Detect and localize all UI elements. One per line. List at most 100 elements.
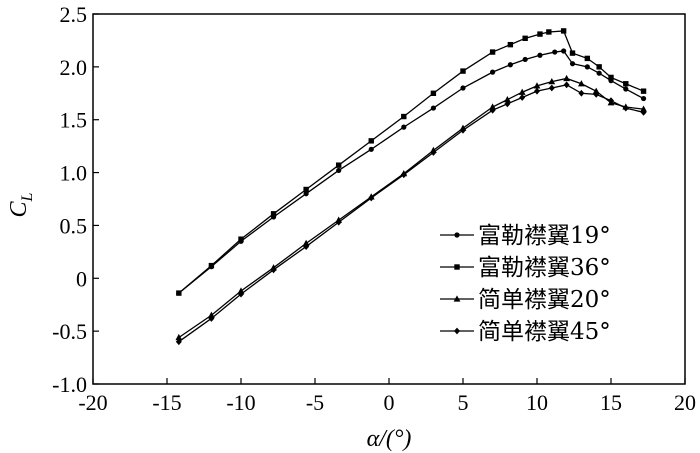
data-point bbox=[561, 48, 567, 54]
data-point bbox=[460, 68, 466, 74]
data-point bbox=[238, 236, 244, 242]
series-layer bbox=[175, 28, 647, 346]
data-point bbox=[596, 64, 602, 70]
data-point bbox=[335, 162, 342, 168]
y-tick-label: 2.5 bbox=[60, 2, 88, 27]
data-point bbox=[563, 81, 570, 89]
data-point bbox=[608, 97, 614, 105]
x-tick-label: 0 bbox=[384, 390, 395, 415]
legend-marker bbox=[454, 327, 460, 335]
x-tick-label: -20 bbox=[78, 390, 107, 415]
svg-text:CL: CL bbox=[6, 192, 36, 217]
data-point bbox=[640, 105, 647, 112]
legend-marker bbox=[454, 232, 460, 238]
y-tick-label: -0.5 bbox=[52, 319, 87, 344]
data-point bbox=[368, 146, 374, 152]
data-point bbox=[578, 89, 585, 97]
data-point bbox=[303, 186, 309, 193]
data-point bbox=[401, 124, 407, 130]
data-point bbox=[622, 104, 629, 112]
y-tick-label: 0 bbox=[76, 266, 87, 291]
axis-tick-labels: -20 -15 -10 -5 0 5 10 15 20 -1.0 -0.5 0 0.5 1.0 1.5 2.0… bbox=[52, 2, 696, 415]
data-point bbox=[490, 69, 496, 75]
series-line bbox=[178, 30, 644, 294]
data-point bbox=[593, 90, 600, 98]
x-tick-label: -10 bbox=[226, 390, 255, 415]
legend-label: 简单襟翼20° bbox=[478, 287, 611, 313]
data-point bbox=[569, 50, 576, 56]
data-point bbox=[519, 94, 526, 101]
data-point bbox=[640, 95, 647, 102]
data-point bbox=[400, 171, 407, 179]
data-point bbox=[548, 78, 556, 85]
data-point bbox=[368, 194, 375, 202]
y-axis-label-main: C bbox=[6, 200, 32, 217]
data-point bbox=[534, 87, 540, 95]
legend-item: 简单襟翼20° bbox=[440, 287, 611, 313]
data-point bbox=[489, 103, 496, 110]
data-point bbox=[584, 64, 590, 70]
data-point bbox=[608, 74, 614, 81]
data-point bbox=[548, 84, 555, 92]
data-point bbox=[303, 191, 309, 197]
data-point bbox=[533, 82, 541, 89]
series-4 bbox=[175, 81, 647, 346]
data-point bbox=[522, 35, 528, 42]
data-point bbox=[302, 239, 310, 246]
x-tick-label: 20 bbox=[674, 390, 696, 415]
data-point bbox=[563, 74, 570, 82]
data-point bbox=[518, 88, 526, 95]
y-tick-label: 2.0 bbox=[60, 55, 88, 80]
data-point bbox=[430, 90, 437, 96]
data-point bbox=[640, 108, 647, 116]
data-point bbox=[175, 338, 182, 346]
x-axis-label: α/(°) bbox=[367, 426, 412, 452]
x-tick-label: -15 bbox=[152, 390, 181, 415]
data-point bbox=[430, 105, 436, 111]
legend-label: 简单襟翼45° bbox=[478, 319, 611, 345]
x-tick-label: 15 bbox=[600, 390, 622, 415]
series-2 bbox=[176, 28, 647, 296]
x-tick-label: 5 bbox=[458, 390, 469, 415]
data-point bbox=[430, 149, 437, 156]
data-point bbox=[270, 211, 277, 217]
data-point bbox=[270, 266, 277, 274]
series-line bbox=[178, 50, 644, 294]
data-point bbox=[504, 96, 511, 103]
data-point bbox=[176, 290, 182, 296]
data-point bbox=[592, 87, 600, 94]
y-axis-label-subscript: L bbox=[19, 192, 36, 202]
data-point bbox=[537, 52, 543, 58]
data-point bbox=[507, 62, 513, 68]
data-point bbox=[460, 126, 466, 134]
legend-label: 富勒襟翼19° bbox=[478, 223, 611, 249]
data-point bbox=[237, 287, 245, 294]
data-point bbox=[546, 29, 552, 35]
data-point bbox=[238, 290, 244, 298]
data-point bbox=[336, 167, 342, 174]
x-tick-label: -5 bbox=[306, 390, 324, 415]
data-point bbox=[460, 85, 466, 91]
y-tick-label: 0.5 bbox=[60, 213, 88, 238]
data-point bbox=[578, 80, 585, 87]
legend-item: 简单襟翼45° bbox=[440, 319, 611, 345]
legend-marker bbox=[453, 295, 461, 302]
data-point bbox=[335, 218, 342, 226]
y-axis-label: CL bbox=[6, 192, 36, 217]
data-point bbox=[560, 28, 567, 34]
y-tick-label: 1.5 bbox=[60, 108, 88, 133]
data-point bbox=[507, 41, 514, 48]
data-point bbox=[208, 262, 215, 269]
legend-item: 富勒襟翼36° bbox=[440, 255, 611, 281]
axis-ticks bbox=[92, 13, 686, 385]
legend-label: 富勒襟翼36° bbox=[478, 255, 611, 281]
data-point bbox=[596, 70, 602, 76]
data-point bbox=[623, 86, 629, 92]
data-point bbox=[303, 243, 310, 250]
data-point bbox=[489, 106, 496, 114]
data-point bbox=[489, 49, 496, 55]
data-point bbox=[522, 56, 528, 63]
data-point bbox=[623, 81, 629, 87]
data-point bbox=[584, 55, 591, 62]
y-tick-label: 1.0 bbox=[60, 161, 88, 186]
